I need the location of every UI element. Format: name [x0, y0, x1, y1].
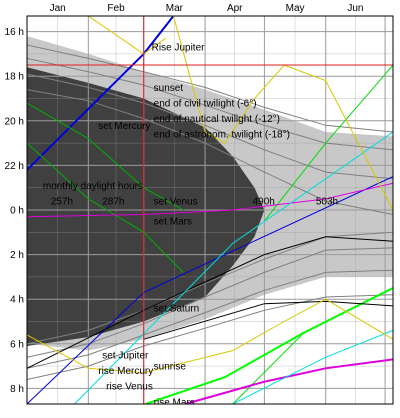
chart-annotation: sunrise [154, 362, 187, 373]
plot-frame [26, 15, 394, 405]
chart-annotation: set Mercury [98, 121, 150, 132]
chart-annotation: end of civil twilight (-6°) [154, 98, 257, 109]
y-tick-label: 6 h [10, 339, 24, 350]
twilight-line [27, 89, 393, 215]
planet-line [264, 64, 393, 222]
twilight-line [27, 294, 393, 380]
y-tick-label: 22 h [5, 161, 24, 172]
chart-annotation: 257h [51, 197, 73, 208]
chart-annotation: sunset [154, 83, 184, 94]
chart-annotation: end of nautical twilight (-12°) [154, 114, 280, 125]
chart-annotation: 503h [316, 197, 338, 208]
chart-annotation: rise Venus [106, 382, 153, 393]
x-month-label: Jan [50, 3, 66, 14]
planet-line [185, 358, 393, 404]
planet-line [232, 329, 393, 404]
planet-line [27, 102, 184, 211]
twilight-line [27, 44, 393, 133]
x-month-label: May [286, 3, 305, 14]
chart-annotation: Rise Jupiter [152, 43, 205, 54]
planet-line [27, 182, 393, 218]
x-month-label: Feb [107, 3, 125, 14]
x-month-label: Mar [166, 3, 184, 14]
chart-annotation: monthly daylight hours [43, 181, 143, 192]
x-month-label: Jun [347, 3, 363, 14]
planet-line [145, 287, 393, 404]
chart-annotation: set Jupiter [102, 350, 149, 361]
chart-annotation: set Mars [154, 217, 192, 228]
chart-annotation: rise Mercury [98, 366, 153, 377]
chart-annotation: 287h [102, 197, 124, 208]
twilight-line [27, 247, 393, 358]
chart-annotation: set Venus [154, 197, 198, 208]
chart-annotation: rise Mars [154, 397, 195, 408]
planet-line [172, 16, 393, 211]
planet-line [74, 131, 393, 404]
y-tick-label: 2 h [10, 250, 24, 261]
y-tick-label: 4 h [10, 295, 24, 306]
x-month-label: Apr [227, 3, 243, 14]
planet-line [27, 298, 393, 374]
chart-annotation: set Saturn [154, 304, 200, 315]
y-tick-label: 0 h [10, 206, 24, 217]
twilight-line [27, 269, 393, 369]
twilight-line [27, 73, 393, 180]
chart-annotation: 490h [253, 197, 275, 208]
y-tick-label: 20 h [5, 116, 24, 127]
y-tick-label: 16 h [5, 27, 24, 38]
planet-line [143, 300, 393, 340]
chart-annotation: end of astronom. twilight (-18°) [154, 130, 290, 141]
plot-area: Rise Jupiter sunset end of civil twilight … [27, 16, 393, 408]
y-tick-label: 18 h [5, 72, 24, 83]
planet-line [27, 236, 393, 369]
planet-line [27, 142, 184, 273]
y-tick-label: 8 h [10, 384, 24, 395]
